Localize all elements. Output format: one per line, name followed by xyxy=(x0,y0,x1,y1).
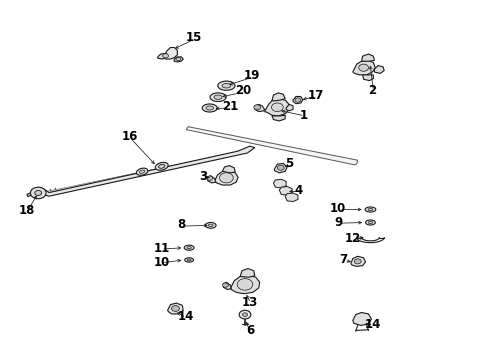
Ellipse shape xyxy=(368,208,373,211)
Ellipse shape xyxy=(185,258,194,262)
Text: 7: 7 xyxy=(339,253,347,266)
Polygon shape xyxy=(230,275,260,294)
Text: 11: 11 xyxy=(153,242,170,255)
Polygon shape xyxy=(286,104,293,111)
Polygon shape xyxy=(351,256,366,266)
Text: 9: 9 xyxy=(334,216,342,229)
Polygon shape xyxy=(27,191,37,197)
Circle shape xyxy=(295,98,301,102)
Circle shape xyxy=(35,190,42,195)
Ellipse shape xyxy=(206,106,214,110)
Text: 20: 20 xyxy=(235,84,252,97)
Text: 15: 15 xyxy=(185,31,202,44)
Ellipse shape xyxy=(205,222,216,228)
Ellipse shape xyxy=(202,104,217,112)
Polygon shape xyxy=(273,179,286,188)
Polygon shape xyxy=(34,146,255,196)
Polygon shape xyxy=(240,269,255,277)
Circle shape xyxy=(163,54,169,58)
Text: 1: 1 xyxy=(300,109,308,122)
Text: 5: 5 xyxy=(285,157,293,170)
Circle shape xyxy=(359,64,368,71)
Ellipse shape xyxy=(139,170,145,174)
Polygon shape xyxy=(285,193,298,202)
Polygon shape xyxy=(215,171,238,185)
Circle shape xyxy=(30,187,46,199)
Ellipse shape xyxy=(136,168,148,175)
Ellipse shape xyxy=(187,259,191,261)
Circle shape xyxy=(354,259,361,264)
Circle shape xyxy=(271,103,283,112)
Polygon shape xyxy=(353,312,371,325)
Text: 17: 17 xyxy=(308,89,324,102)
Text: 6: 6 xyxy=(246,324,254,337)
Ellipse shape xyxy=(187,247,191,249)
Text: 8: 8 xyxy=(177,219,185,231)
Text: 13: 13 xyxy=(242,296,258,309)
Polygon shape xyxy=(293,96,303,104)
Text: 18: 18 xyxy=(19,204,35,217)
Polygon shape xyxy=(158,53,167,59)
Ellipse shape xyxy=(210,93,226,102)
Text: 12: 12 xyxy=(344,232,361,245)
Polygon shape xyxy=(265,99,289,116)
Ellipse shape xyxy=(222,84,231,88)
Circle shape xyxy=(277,165,284,170)
Polygon shape xyxy=(363,75,373,81)
Circle shape xyxy=(222,283,228,287)
Ellipse shape xyxy=(184,245,194,250)
Text: 21: 21 xyxy=(222,100,239,113)
Ellipse shape xyxy=(214,95,222,99)
Ellipse shape xyxy=(176,58,181,60)
Text: 2: 2 xyxy=(368,84,376,96)
Circle shape xyxy=(220,173,233,183)
Circle shape xyxy=(237,279,253,290)
Polygon shape xyxy=(255,104,265,112)
Text: 4: 4 xyxy=(295,184,303,197)
Polygon shape xyxy=(279,186,292,195)
Polygon shape xyxy=(168,303,183,314)
Ellipse shape xyxy=(366,220,375,225)
Circle shape xyxy=(254,105,261,110)
Text: 19: 19 xyxy=(244,69,261,82)
Text: 3: 3 xyxy=(199,170,207,183)
Polygon shape xyxy=(272,115,285,121)
Text: 10: 10 xyxy=(330,202,346,215)
Polygon shape xyxy=(274,163,287,173)
Polygon shape xyxy=(208,176,216,183)
Polygon shape xyxy=(223,282,231,289)
Ellipse shape xyxy=(365,207,376,212)
Polygon shape xyxy=(272,93,285,101)
Circle shape xyxy=(172,306,179,311)
Polygon shape xyxy=(186,127,358,165)
Circle shape xyxy=(243,313,247,316)
Text: 14: 14 xyxy=(364,318,381,331)
Ellipse shape xyxy=(208,224,213,227)
Polygon shape xyxy=(174,57,183,62)
Text: 16: 16 xyxy=(122,130,138,143)
Polygon shape xyxy=(164,48,177,59)
Polygon shape xyxy=(353,60,375,75)
Circle shape xyxy=(207,176,213,180)
Ellipse shape xyxy=(368,221,372,224)
Ellipse shape xyxy=(158,164,165,168)
Ellipse shape xyxy=(155,162,168,170)
Ellipse shape xyxy=(218,81,235,90)
Polygon shape xyxy=(362,54,374,61)
Text: 10: 10 xyxy=(153,256,170,269)
Circle shape xyxy=(239,310,251,319)
Text: 14: 14 xyxy=(178,310,195,323)
Polygon shape xyxy=(222,166,235,173)
Polygon shape xyxy=(374,66,384,73)
